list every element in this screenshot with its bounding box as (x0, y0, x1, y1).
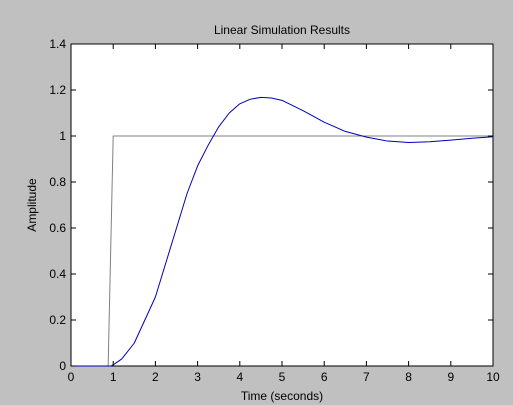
ticks-layer: 0 1 2 3 4 5 6 7 8 9 10 0 0.2 0.4 0.6 0.8 1 1.2 1.4 (49, 37, 500, 384)
y-axis-title: Amplitude (25, 178, 39, 232)
y-tick-label: 0.4 (49, 267, 66, 281)
y-tick-label: 0.6 (49, 221, 66, 235)
y-tick-label: 1 (59, 129, 66, 143)
x-tick-label: 0 (68, 370, 75, 384)
x-tick-label: 1 (110, 370, 117, 384)
y-tick-label: 1.4 (49, 37, 66, 51)
response-line (71, 96, 494, 367)
plot-area (70, 43, 494, 367)
x-tick-label: 2 (152, 370, 159, 384)
x-tick-label: 6 (321, 370, 328, 384)
y-tick-label: 1.2 (49, 83, 66, 97)
series-layer (71, 96, 494, 367)
x-tick-label: 8 (405, 370, 412, 384)
x-tick-label: 10 (486, 370, 500, 384)
y-tick-label: 0 (59, 359, 66, 373)
x-tick-label: 9 (447, 370, 454, 384)
y-tick-label: 0.2 (49, 313, 66, 327)
x-tick-label: 7 (363, 370, 370, 384)
chart-title: Linear Simulation Results (214, 23, 350, 37)
x-tick-label: 5 (279, 370, 286, 384)
x-axis-title: Time (seconds) (241, 389, 323, 403)
x-tick-label: 4 (236, 370, 243, 384)
y-tick-label: 0.8 (49, 175, 66, 189)
x-tick-label: 3 (194, 370, 201, 384)
